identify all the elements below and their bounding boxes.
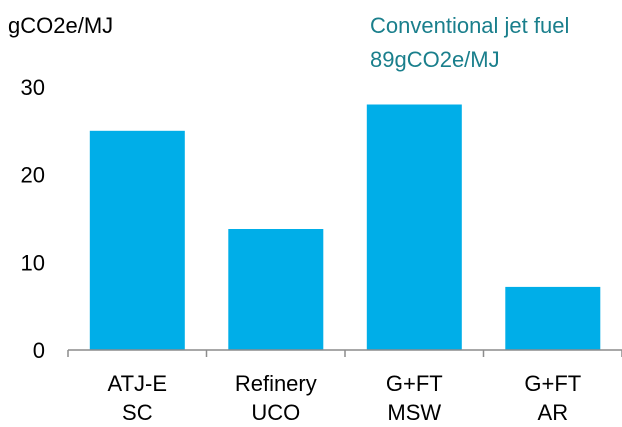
annotation-line-2: 89gCO2e/MJ [370, 47, 500, 72]
y-axis-label: gCO2e/MJ [8, 13, 113, 38]
y-tick-label-2: 20 [21, 163, 45, 188]
annotation-line-1: Conventional jet fuel [370, 13, 569, 38]
y-tick-label-3: 30 [21, 75, 45, 100]
y-tick-label-0: 0 [33, 338, 45, 363]
x-tick-label-3-0: G+FT [524, 371, 581, 396]
y-tick-label-1: 10 [21, 250, 45, 275]
x-tick-label-2-0: G+FT [386, 371, 443, 396]
x-tick-label-0-0: ATJ-E [108, 371, 167, 396]
bar-3 [505, 286, 601, 350]
x-tick-label-1-0: Refinery [235, 371, 317, 396]
bar-2 [366, 104, 462, 350]
x-tick-label-3-1: AR [538, 400, 569, 422]
bar-0 [89, 130, 185, 350]
x-tick-label-1-1: UCO [251, 400, 300, 422]
bar-1 [228, 229, 324, 350]
x-tick-label-2-1: MSW [387, 400, 441, 422]
x-tick-label-0-1: SC [122, 400, 153, 422]
